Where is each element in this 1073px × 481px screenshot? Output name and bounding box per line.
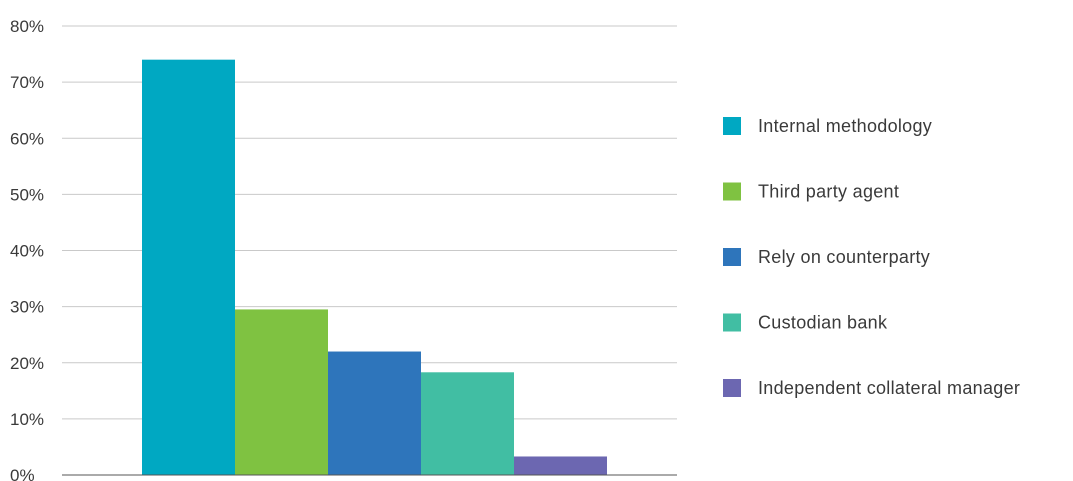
legend-label: Custodian bank: [758, 313, 888, 333]
legend-item: Custodian bank: [723, 313, 888, 333]
legend-item: Independent collateral manager: [723, 378, 1020, 398]
y-tick-label: 20%: [10, 354, 44, 373]
y-tick-label: 50%: [10, 185, 44, 204]
legend-label: Third party agent: [758, 182, 899, 202]
y-tick-label: 0%: [10, 466, 35, 481]
y-tick-label: 10%: [10, 410, 44, 429]
y-axis-ticks: 0% 10% 20% 30% 40% 50% 60% 70% 80%: [10, 17, 44, 481]
y-tick-label: 80%: [10, 17, 44, 36]
legend-item: Third party agent: [723, 182, 899, 202]
bar-third-party-agent: [235, 309, 328, 475]
y-tick-label: 60%: [10, 129, 44, 148]
legend-item: Internal methodology: [723, 116, 932, 136]
bar-rely-on-counterparty: [328, 351, 421, 475]
legend-label: Independent collateral manager: [758, 378, 1020, 398]
bar-independent-collateral-manager: [514, 456, 607, 475]
legend-swatch: [723, 379, 741, 397]
legend-swatch: [723, 182, 741, 201]
legend-label: Internal methodology: [758, 116, 932, 136]
bar-custodian-bank: [421, 372, 514, 475]
legend-item: Rely on counterparty: [723, 247, 930, 267]
bar-internal-methodology: [142, 59, 235, 476]
legend: Internal methodology Third party agent Rel…: [723, 116, 1020, 398]
bars: [142, 59, 607, 476]
legend-label: Rely on counterparty: [758, 247, 930, 267]
y-tick-label: 40%: [10, 242, 44, 261]
legend-swatch: [723, 117, 741, 135]
y-tick-label: 30%: [10, 298, 44, 317]
y-tick-label: 70%: [10, 73, 44, 92]
legend-swatch: [723, 248, 741, 266]
legend-swatch: [723, 313, 741, 332]
